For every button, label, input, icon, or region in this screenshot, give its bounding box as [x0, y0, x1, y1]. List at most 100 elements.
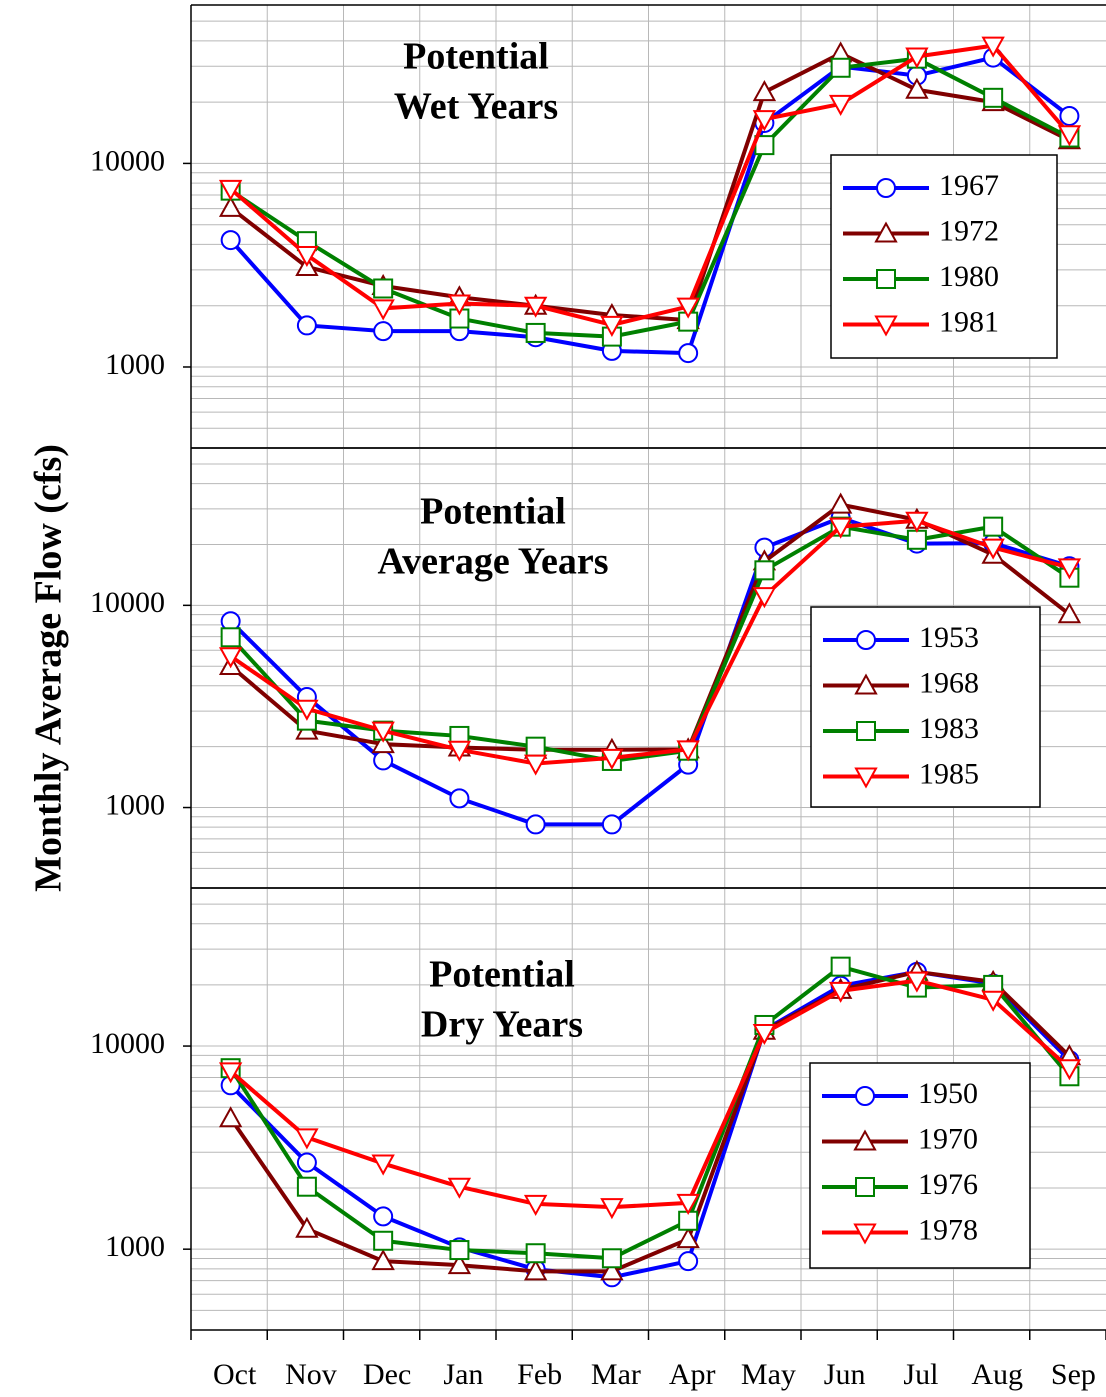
marker	[295, 699, 319, 721]
panel-title: Potential	[403, 36, 549, 78]
series-line	[229, 978, 1071, 1210]
panel-title: Wet Years	[394, 86, 558, 128]
x-tick-label: Sep	[1051, 1358, 1096, 1391]
marker	[220, 230, 241, 251]
legend-label: 1981	[939, 305, 999, 338]
marker	[983, 87, 1004, 108]
legend-label: 1968	[919, 666, 979, 699]
marker	[905, 77, 929, 99]
x-tick-label: Mar	[591, 1358, 641, 1391]
marker	[1057, 558, 1082, 580]
marker	[525, 814, 546, 835]
marker	[373, 321, 394, 342]
marker	[676, 297, 700, 319]
marker	[1057, 602, 1082, 624]
marker	[983, 516, 1004, 537]
marker	[855, 1177, 875, 1197]
marker	[447, 1253, 472, 1275]
series-line	[229, 969, 1071, 1274]
marker	[676, 740, 700, 762]
marker	[525, 1243, 546, 1264]
marker	[981, 990, 1005, 1012]
marker	[752, 80, 777, 102]
y-tick-label: 10000	[90, 1027, 165, 1060]
x-tick-label: Oct	[213, 1358, 257, 1391]
marker	[905, 47, 929, 69]
marker	[854, 767, 878, 789]
marker	[371, 299, 395, 321]
legend-label: 1978	[918, 1213, 978, 1246]
x-tick-label: Jun	[824, 1358, 866, 1391]
marker	[855, 1086, 875, 1106]
marker	[373, 278, 394, 299]
marker	[296, 1176, 317, 1197]
series-line	[229, 43, 1071, 327]
marker	[447, 1177, 472, 1199]
marker	[678, 343, 699, 364]
marker	[1057, 1059, 1082, 1081]
marker	[876, 269, 896, 289]
series-line	[229, 56, 1071, 339]
marker	[600, 748, 624, 770]
marker	[828, 94, 853, 116]
marker	[856, 630, 876, 650]
marker	[296, 1152, 317, 1173]
marker	[371, 1154, 395, 1176]
legend-label: 1976	[918, 1168, 978, 1201]
marker	[449, 788, 470, 809]
marker	[525, 736, 546, 757]
marker	[676, 1227, 700, 1249]
marker	[830, 956, 851, 977]
marker	[601, 1248, 622, 1269]
series-line	[229, 55, 1071, 356]
marker	[678, 1251, 699, 1272]
legend-label: 1953	[919, 621, 979, 654]
marker	[1059, 105, 1080, 126]
marker	[373, 750, 394, 771]
x-tick-label: Jan	[443, 1358, 483, 1391]
marker	[876, 178, 896, 198]
marker	[295, 1216, 319, 1238]
marker	[981, 538, 1005, 560]
marker	[828, 492, 853, 514]
marker	[830, 57, 851, 78]
marker	[752, 587, 777, 609]
marker	[853, 1129, 877, 1151]
marker	[449, 1240, 470, 1261]
series	[218, 36, 1082, 337]
x-tick-label: Aug	[971, 1358, 1023, 1391]
marker	[828, 517, 853, 539]
series-line	[228, 964, 1071, 1261]
marker	[874, 315, 898, 337]
series-line	[229, 515, 1070, 827]
x-tick-label: Feb	[517, 1358, 562, 1391]
marker	[523, 1259, 548, 1281]
legend-label: 1967	[939, 169, 999, 202]
marker	[523, 296, 548, 318]
marker	[600, 315, 624, 337]
marker	[981, 36, 1005, 58]
y-tick-label: 10000	[90, 144, 165, 177]
marker	[1057, 125, 1082, 147]
marker	[218, 1062, 243, 1084]
marker	[371, 721, 395, 743]
marker	[600, 1259, 624, 1281]
marker	[447, 740, 472, 762]
marker	[218, 195, 243, 217]
marker	[853, 1223, 877, 1245]
marker	[447, 294, 472, 316]
marker	[752, 1023, 777, 1046]
panel-title: Potential	[420, 491, 566, 533]
marker	[371, 1249, 395, 1271]
series	[218, 511, 1082, 776]
marker	[296, 315, 317, 336]
y-tick-label: 10000	[90, 586, 165, 619]
marker	[295, 245, 319, 268]
marker	[218, 1106, 243, 1128]
x-tick-label: May	[741, 1358, 796, 1391]
legend-label: 1983	[919, 712, 979, 745]
marker	[525, 322, 546, 343]
legend-label: 1970	[918, 1122, 978, 1155]
marker	[905, 971, 929, 993]
